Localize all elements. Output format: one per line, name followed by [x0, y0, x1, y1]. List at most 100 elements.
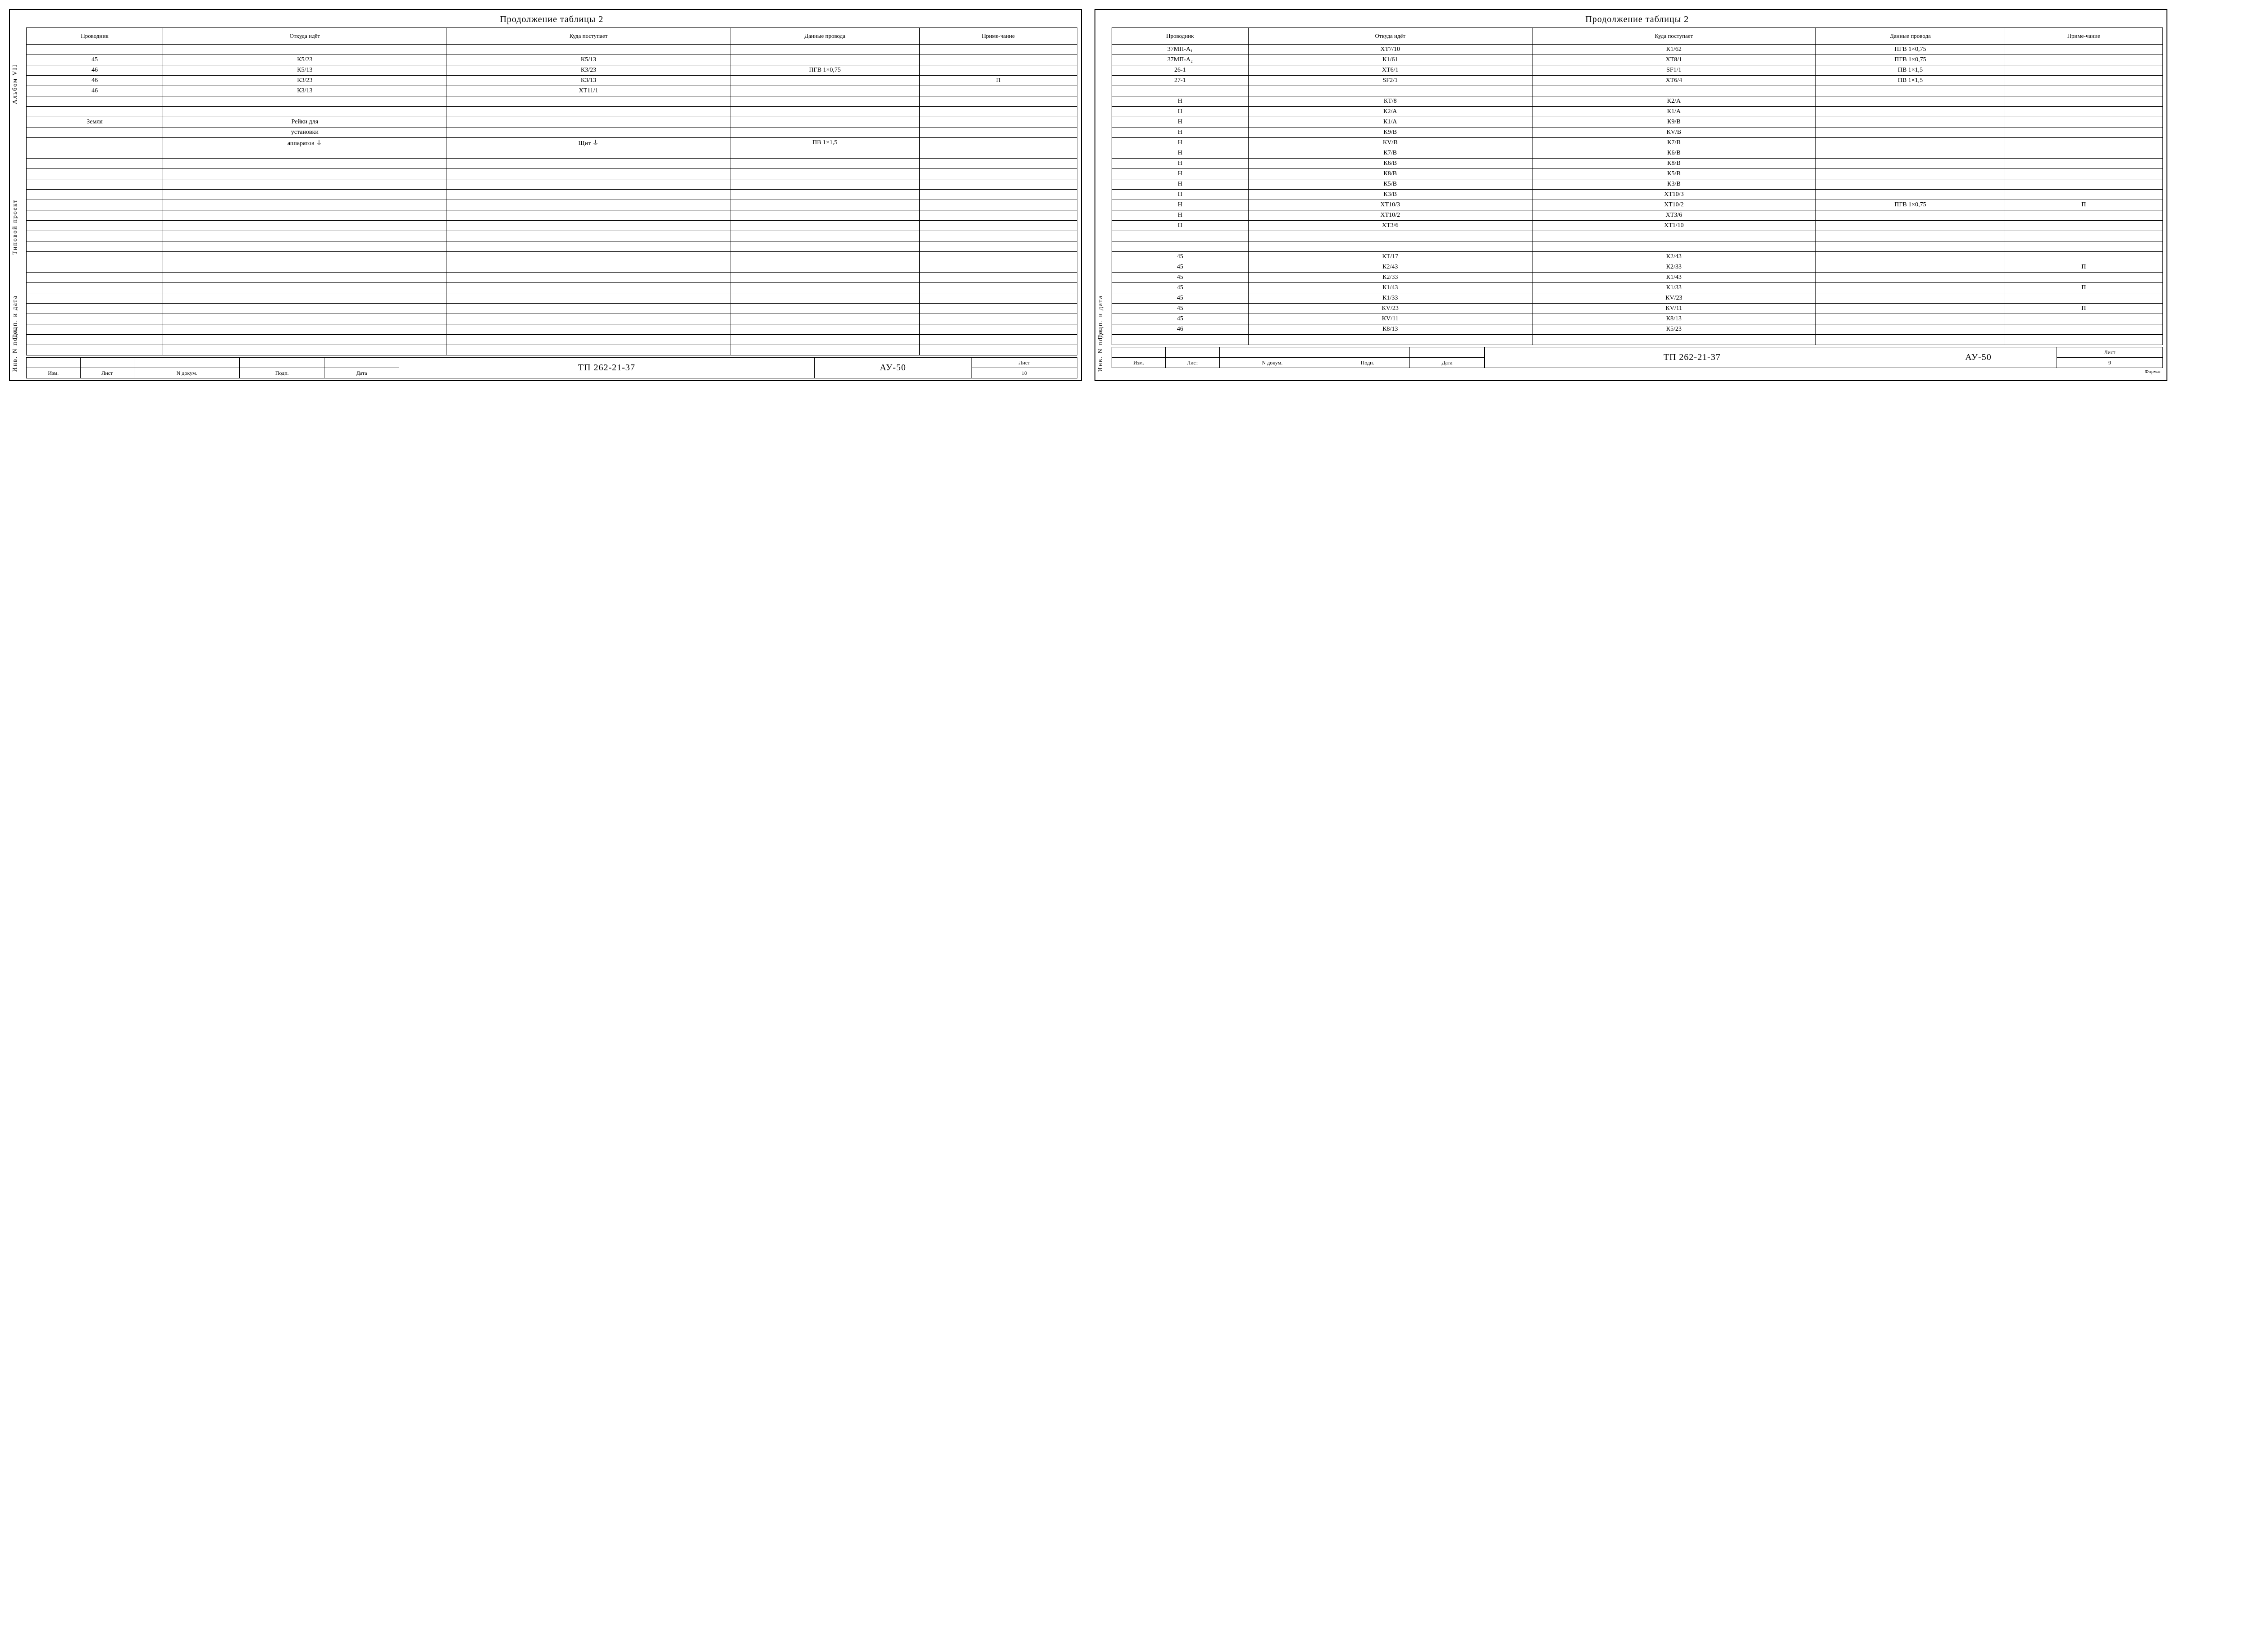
- table-row: [27, 45, 1077, 55]
- table-row: 45КТ/17К2/43: [1112, 252, 2162, 262]
- table-row: [27, 221, 1077, 231]
- drawing-code-r: ТП 262-21-37: [1484, 347, 1900, 368]
- cell: Н: [1112, 179, 1248, 190]
- cell: [920, 283, 1077, 293]
- cell: ХТ6/4: [1532, 76, 1816, 86]
- cell: [163, 200, 447, 210]
- cell: [447, 45, 730, 55]
- cell: 26-1: [1112, 65, 1248, 76]
- cell: [447, 117, 730, 127]
- cell: [1112, 335, 1248, 345]
- cell: [27, 241, 163, 252]
- cell: [730, 252, 920, 262]
- cell: [730, 190, 920, 200]
- table-row: 45К2/33К1/43: [1112, 273, 2162, 283]
- stamp-podp-r: Подп.: [1325, 358, 1409, 368]
- cell: 27-1: [1112, 76, 1248, 86]
- cell: К2/33: [1532, 262, 1816, 273]
- cell: Н: [1112, 200, 1248, 210]
- cell: [2005, 86, 2162, 96]
- cell: [1816, 221, 2005, 231]
- table-row: НК2/АК1/А: [1112, 107, 2162, 117]
- cell: [27, 304, 163, 314]
- cell: SF2/1: [1248, 76, 1532, 86]
- cell: [2005, 45, 2162, 55]
- table-row: [27, 345, 1077, 355]
- cell: 45: [1112, 293, 1248, 304]
- cell: [1816, 138, 2005, 148]
- cell: [730, 55, 920, 65]
- table-row: [27, 96, 1077, 107]
- cell: [447, 241, 730, 252]
- table-row: 45КV/23КV/11П: [1112, 304, 2162, 314]
- cell: [730, 159, 920, 169]
- table-row: 37МП-А₁ХТ7/10К1/62ПГВ 1×0,75: [1112, 45, 2162, 55]
- cell: [447, 107, 730, 117]
- cell: К1/А: [1532, 107, 1816, 117]
- cell: [920, 159, 1077, 169]
- cell: 46: [1112, 324, 1248, 335]
- cell: К2/А: [1532, 96, 1816, 107]
- cell: [447, 345, 730, 355]
- cell: К9/В: [1248, 127, 1532, 138]
- table-row: [1112, 231, 2162, 241]
- cell: [2005, 314, 2162, 324]
- cell: [1816, 86, 2005, 96]
- cell: П: [2005, 262, 2162, 273]
- cell: Н: [1112, 210, 1248, 221]
- cell: [163, 345, 447, 355]
- cell: [1816, 179, 2005, 190]
- wiring-table-left: Проводник Откуда идёт Куда поступает Дан…: [26, 27, 1077, 355]
- cell: [730, 273, 920, 283]
- cell: Н: [1112, 190, 1248, 200]
- cell: [163, 169, 447, 179]
- hdr-to-r: Куда поступает: [1532, 28, 1816, 45]
- sheet-label-r: Лист: [2057, 347, 2162, 358]
- hdr-note: Приме-чание: [920, 28, 1077, 45]
- cell: 37МП-А₂: [1112, 55, 1248, 65]
- cell: [27, 335, 163, 345]
- cell: [2005, 65, 2162, 76]
- cell: ХТ10/3: [1532, 190, 1816, 200]
- table-row: [27, 210, 1077, 221]
- cell: [730, 200, 920, 210]
- cell: Н: [1112, 107, 1248, 117]
- cell: [447, 148, 730, 159]
- cell: [920, 241, 1077, 252]
- cell: [920, 314, 1077, 324]
- cell: [1816, 335, 2005, 345]
- cell: [1112, 86, 1248, 96]
- cell: КV/В: [1248, 138, 1532, 148]
- cell: [2005, 210, 2162, 221]
- cell: [730, 107, 920, 117]
- cell: [1816, 231, 2005, 241]
- cell: [730, 210, 920, 221]
- cell: ПВ 1×1,5: [730, 138, 920, 148]
- cell: Н: [1112, 169, 1248, 179]
- cell: [27, 148, 163, 159]
- cell: [27, 127, 163, 138]
- cell: [1816, 252, 2005, 262]
- cell: [2005, 324, 2162, 335]
- table-row: 45К2/43К2/33П: [1112, 262, 2162, 273]
- table-row: НХТ10/2ХТ3/6: [1112, 210, 2162, 221]
- cell: К5/13: [447, 55, 730, 65]
- table-row: НК5/ВК3/В: [1112, 179, 2162, 190]
- cell: [1816, 148, 2005, 159]
- hdr-wire: Данные провода: [730, 28, 920, 45]
- cell: [447, 159, 730, 169]
- cell: [1816, 262, 2005, 273]
- cell: [2005, 159, 2162, 169]
- sheet-left: Альбом VII Типовой проект Подп. и дата И…: [9, 9, 1082, 381]
- cell: К1/62: [1532, 45, 1816, 55]
- cell: Н: [1112, 127, 1248, 138]
- cell: [1816, 127, 2005, 138]
- cell: К5/13: [163, 65, 447, 76]
- side-label-inv-r: Инв. N подл.: [1097, 327, 1104, 372]
- cell: [163, 241, 447, 252]
- cell: 45: [27, 55, 163, 65]
- cell: [730, 293, 920, 304]
- cell: Земля: [27, 117, 163, 127]
- stamp-dok: N докум.: [134, 368, 240, 378]
- cell: ПГВ 1×0,75: [1816, 200, 2005, 210]
